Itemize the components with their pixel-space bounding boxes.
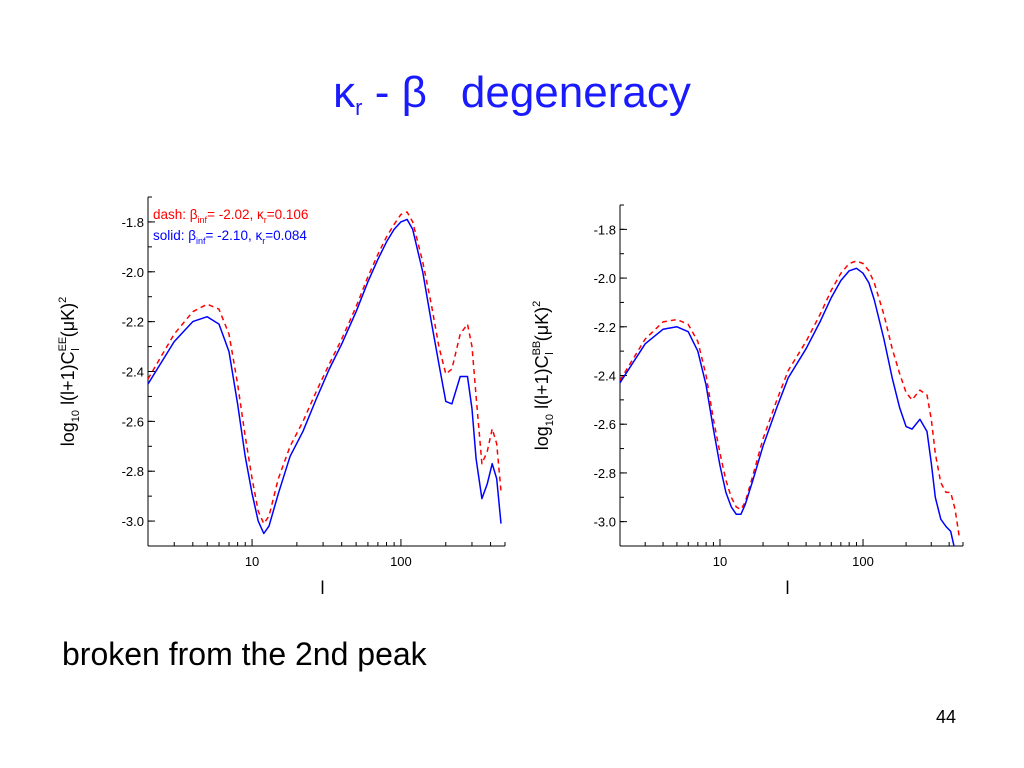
ee-legend-dash: dash: βinf= -2.02, κr=0.106 — [153, 207, 308, 225]
ee-series-solid — [148, 218, 502, 535]
bb-x-axis-label: l — [786, 578, 790, 598]
title-beta: β — [401, 68, 427, 117]
ee-series-dash — [148, 211, 502, 525]
bb-y-tick-label: -2.6 — [594, 417, 616, 432]
title-kappa: κ — [333, 68, 356, 117]
bb-x-tick-label: 100 — [852, 554, 874, 569]
ee-y-axis-label: log10 l(l+1)CEEl (μK)2 — [57, 297, 82, 446]
ee-x-tick-label: 100 — [390, 554, 412, 569]
title-word: degeneracy — [460, 68, 691, 117]
bb-y-axis-label: log10 l(l+1)CBBl (μK)2 — [531, 301, 556, 450]
page-number: 44 — [936, 707, 957, 727]
bb-y-tick-label: -3.0 — [594, 515, 616, 530]
ee-y-tick-label: -1.8 — [122, 215, 144, 230]
ee-y-tick-label: -2.2 — [122, 315, 144, 330]
slide-title: κr - β degeneracy — [0, 68, 1024, 121]
title-kappa-subscript: r — [355, 95, 363, 120]
bb-y-tick-label: -1.8 — [594, 222, 616, 237]
bb-y-tick-label: -2.2 — [594, 320, 616, 335]
slide-caption: broken from the 2nd peak — [62, 636, 427, 672]
bb-x-tick-label: 10 — [713, 554, 727, 569]
ee-y-tick-label: -2.0 — [122, 265, 144, 280]
bb-series-solid — [620, 267, 955, 546]
ee-y-tick-label: -2.8 — [122, 464, 144, 479]
ee-legend-solid: solid: βinf= -2.10, κr=0.084 — [153, 228, 307, 246]
bb-y-tick-label: -2.0 — [594, 271, 616, 286]
title-dash: - — [362, 68, 402, 117]
ee-x-tick-label: 10 — [245, 554, 259, 569]
ee-x-axis-label: l — [321, 578, 325, 598]
ee-y-tick-label: -2.6 — [122, 414, 144, 429]
ee-y-tick-label: -3.0 — [122, 514, 144, 529]
bb-y-tick-label: -2.4 — [594, 369, 616, 384]
bb-y-tick-label: -2.8 — [594, 466, 616, 481]
bb-series-dash — [620, 260, 960, 537]
ee-y-tick-label: -2.4 — [122, 365, 144, 380]
